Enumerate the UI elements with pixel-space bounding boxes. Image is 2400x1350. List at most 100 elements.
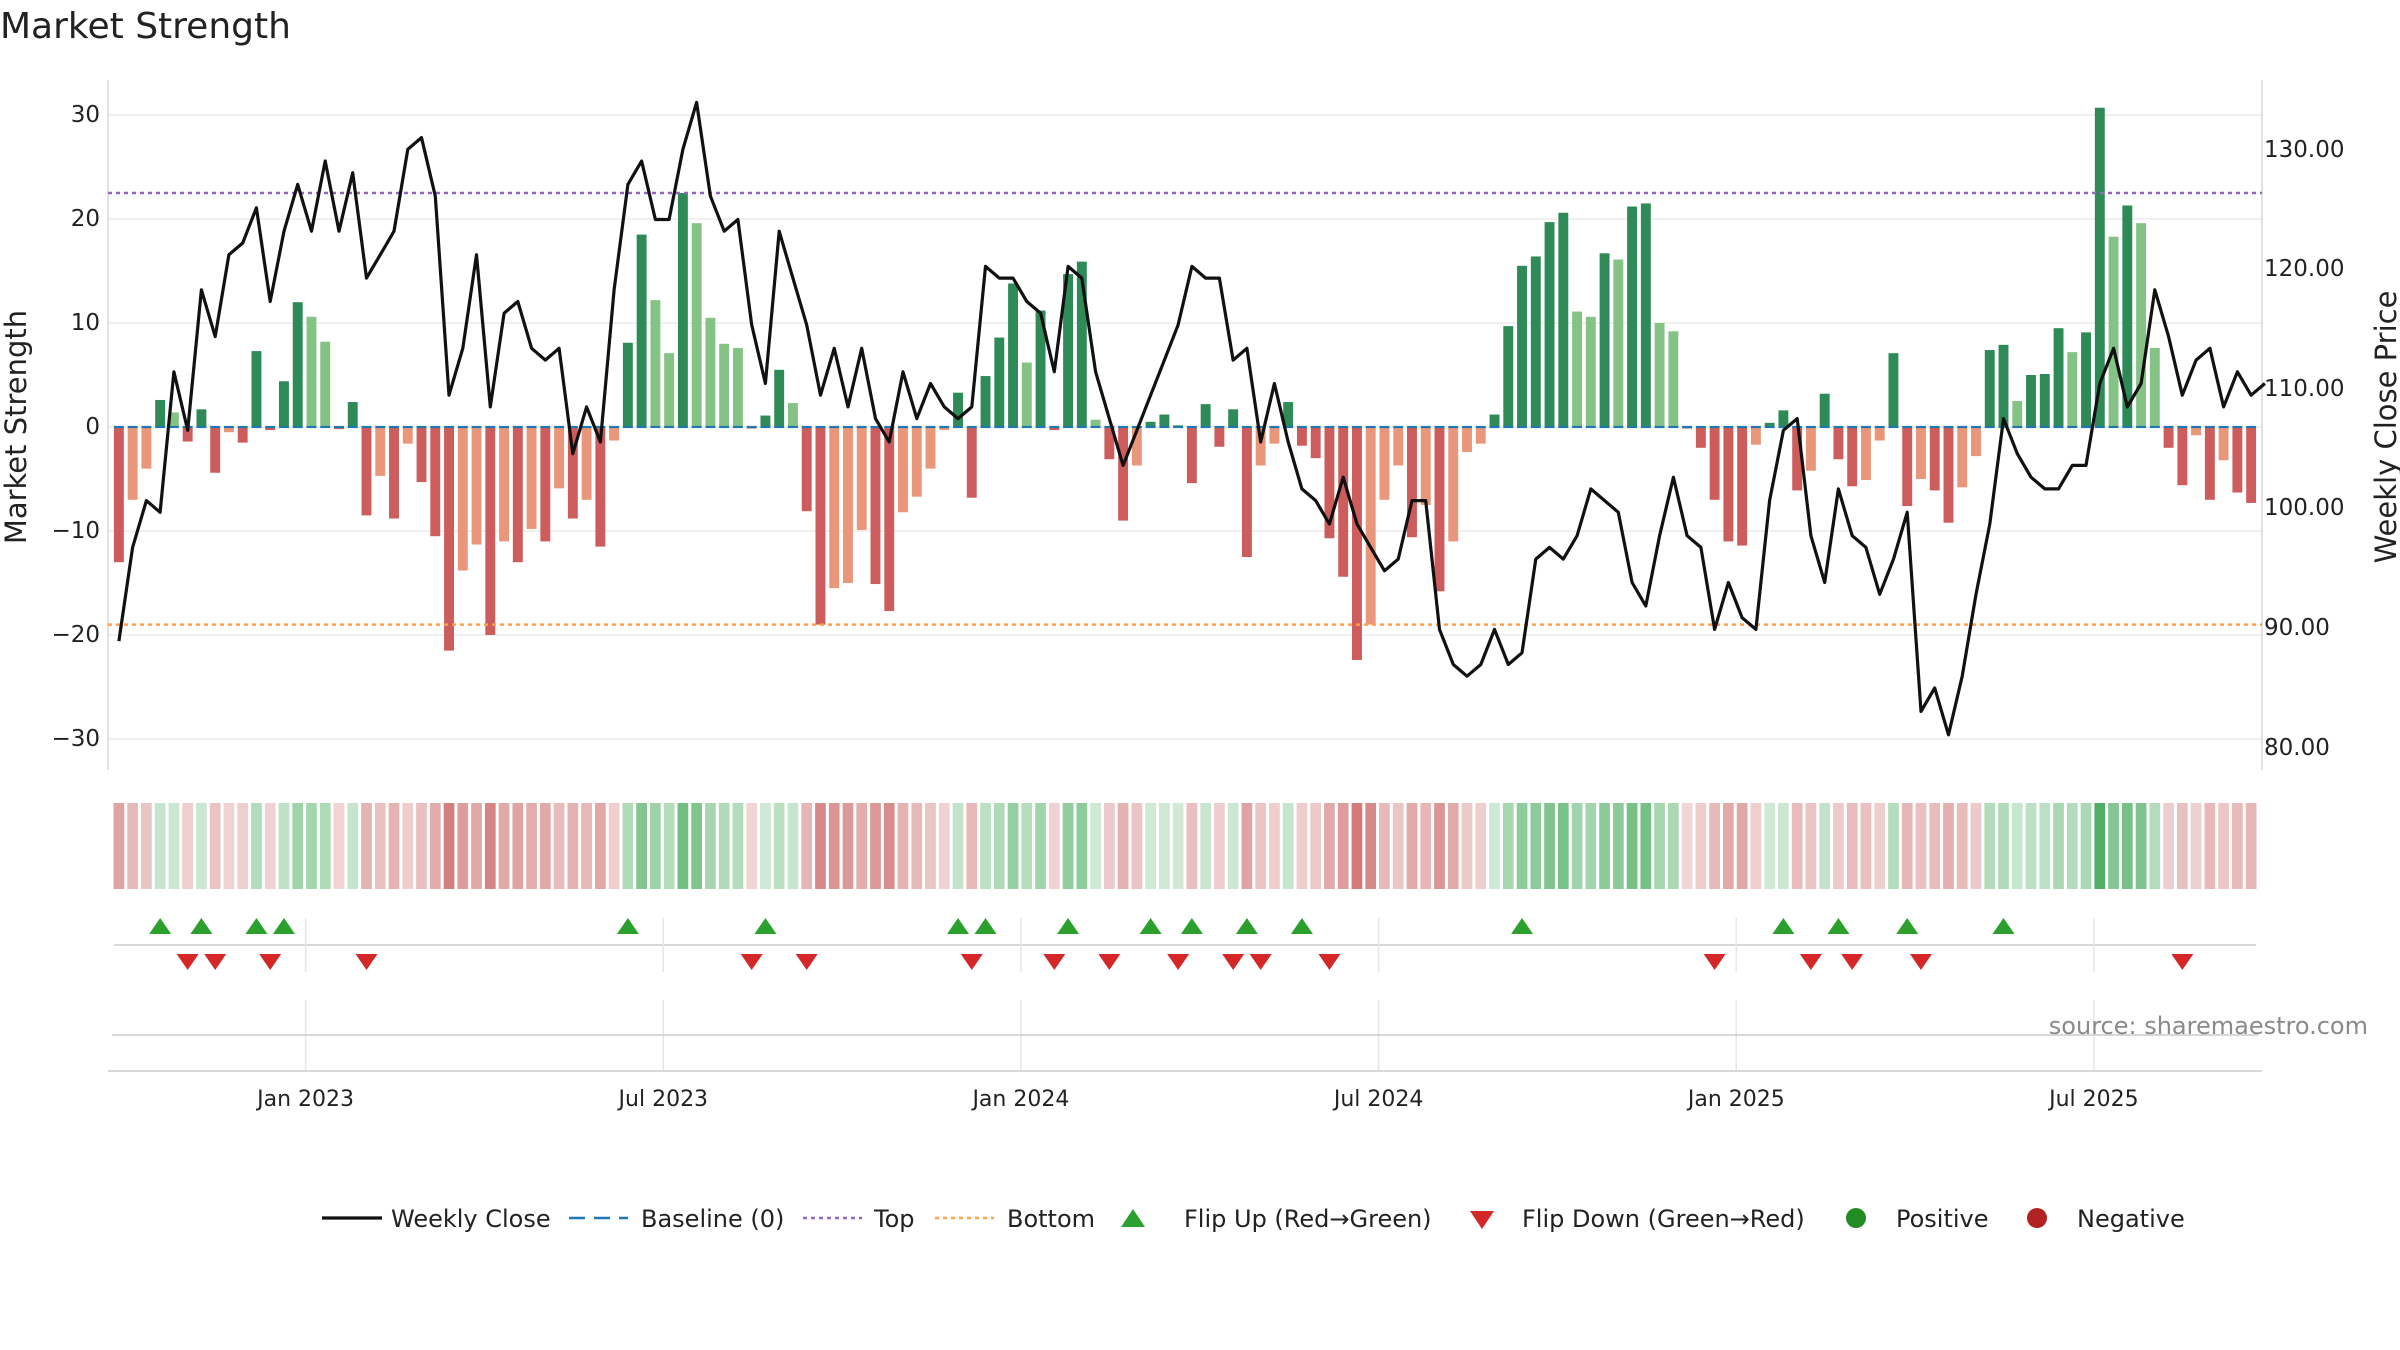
strip-cell [2108,803,2119,889]
strip-cell [347,803,359,889]
strip-cell [168,803,180,889]
strength-bar [843,427,853,583]
strength-bar [1805,427,1816,471]
strip-cell [705,803,716,889]
strip-cell [1874,803,1886,889]
strength-bar [306,316,317,427]
strip-cell [1723,803,1734,889]
strip-cell [1502,803,1514,889]
strength-bar [2149,347,2160,427]
strip-cell [1557,803,1569,889]
legend-flip-down-icon [1470,1211,1494,1229]
x-tick-label: Jan 2023 [255,1087,354,1112]
strip-cell [416,803,427,889]
strength-bar [1558,212,1569,427]
strip-cell [374,803,386,889]
x-tick-label: Jan 2025 [1686,1087,1785,1112]
strength-bar [1654,323,1665,427]
strength-bar [801,427,812,512]
strip-cell [333,803,345,889]
strip-cell [1145,803,1156,889]
flip-down-marker [1318,954,1341,970]
x-tick-label: Jan 2024 [970,1087,1069,1112]
strength-bar [1860,427,1871,481]
strip-cell [2011,803,2023,889]
strip-cell [911,803,923,889]
strip-cell [1475,803,1487,889]
strength-bar [1475,427,1486,444]
strength-bar [320,341,331,427]
strip-cell [484,803,496,889]
strength-bar [1393,427,1404,466]
strength-bar [1847,427,1858,487]
strip-cell [1915,803,1927,889]
strip-cell [429,803,441,889]
strength-bar [1695,427,1706,448]
strip-cell [471,803,482,889]
strip-cell [1819,803,1831,889]
strength-bar [581,427,592,500]
strength-bar [1503,326,1514,427]
strip-cell [1640,803,1652,889]
strength-bar [1627,206,1638,427]
strength-bar [911,427,922,497]
flip-up-marker [190,918,213,934]
strip-cell [594,803,606,889]
flip-up-marker [974,918,997,934]
legend-positive: Positive [1896,1205,1989,1233]
strip-cell [1007,803,1019,889]
strength-bar [1434,427,1445,592]
strip-cell [925,803,936,889]
strip-cell [1035,803,1046,889]
flip-down-marker [355,954,378,970]
strength-bar [127,427,138,500]
x-axis-ticks: Jan 2023 Jul 2023 Jan 2024 Jul 2024 Jan … [255,1087,2139,1112]
strip-cell [897,803,909,889]
strip-cell [1103,803,1115,889]
strength-bar [705,317,716,427]
strip-cell [636,803,647,889]
strength-bar [279,381,289,427]
strip-cell [1626,803,1638,889]
strip-cell [650,803,661,889]
strip-cell [196,803,207,889]
strength-bar [1957,427,1968,488]
strip-cell [1929,803,1941,889]
strip-cell [856,803,868,889]
strip-cell [512,803,524,889]
legend-positive-dot [1846,1208,1866,1228]
strip-cell [278,803,290,889]
strength-bar [2191,427,2202,436]
strength-bar [1971,427,1981,457]
strip-cell [2080,803,2092,889]
flip-down-marker [1909,954,1932,970]
strip-cell [1516,803,1528,889]
strength-bar [416,427,427,483]
strength-bar [512,427,523,563]
strip-cell [2121,803,2133,889]
left-tick: −20 [51,622,100,648]
strip-cell [718,803,730,889]
strength-bar [1159,414,1170,427]
right-tick: 100.00 [2264,495,2344,521]
strength-bar [457,427,468,571]
strip-cell [1062,803,1074,889]
strip-cell [553,803,565,889]
strength-bars [113,107,2257,660]
strip-cell [1392,803,1404,889]
strength-bar [1076,261,1087,427]
strip-cell [127,803,138,889]
strength-bar [2177,427,2188,486]
strength-bar [1984,350,1995,427]
strip-cell [966,803,978,889]
strip-cell [2232,803,2243,889]
strength-bar [1489,414,1500,427]
legend-flip-down: Flip Down (Green→Red) [1522,1205,1805,1233]
strip-cell [2135,803,2147,889]
strip-cell [581,803,592,889]
strip-cell [388,803,400,889]
strength-bar [168,412,179,427]
strip-cell [746,803,758,889]
strength-bar [1228,409,1239,427]
strength-bar [1544,222,1555,427]
